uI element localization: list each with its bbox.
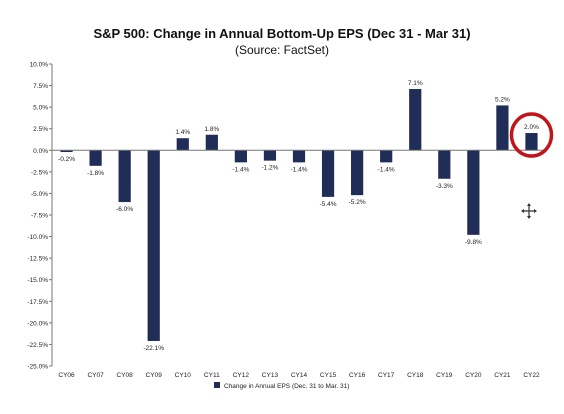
x-tick-label: CY16 [349,372,366,379]
highlight-group [509,112,554,158]
x-tick-label: CY21 [494,372,511,379]
x-tick-label: CY20 [465,372,482,379]
data-label: -1.2% [261,165,278,172]
bar-cy14 [292,150,306,163]
bar-cy07 [89,150,102,166]
y-tick-label: -15.0% [27,277,48,284]
legend-label: Change in Annual EPS (Dec. 31 to Mar. 31… [224,383,349,390]
data-label: -22.1% [143,345,164,352]
x-tick-label: CY12 [233,372,250,379]
chart-title: S&P 500: Change in Annual Bottom-Up EPS … [93,26,471,41]
data-label: -5.2% [349,199,366,206]
bar-cy18 [409,89,422,151]
y-tick-label: 7.5% [33,83,48,90]
chart-subtitle: (Source: FactSet) [234,43,330,57]
data-label: -0.2% [58,156,75,163]
y-tick-label: 10.0% [30,62,49,69]
bar-cy08 [118,150,131,203]
y-tick-label: -12.5% [27,256,48,263]
y-tick-label: -17.5% [27,299,48,306]
x-tick-label: CY07 [87,372,104,379]
data-label: 7.1% [408,80,423,87]
x-tick-label: CY06 [58,372,75,379]
x-tick-label: CY08 [117,372,134,379]
y-axis: 10.0% 7.5% 5.0% 2.5% 0.0% -2.5% -5.0% -7.5% -10.… [27,62,53,371]
y-tick-label: -25.0% [27,364,48,371]
x-tick-label: CY22 [523,372,540,379]
y-tick-label: -2.5% [31,169,48,176]
y-tick-label: 2.5% [33,126,48,133]
x-tick-label: CY10 [175,372,192,379]
x-tick-label: CY11 [204,372,220,379]
bar-cy19 [438,150,451,179]
data-label-group: -0.2% -1.8% -6.0% -22.1% 1.4% 1.8% -1.4% -1.2% -… [58,80,539,352]
data-label: -3.3% [436,183,453,190]
x-axis: CY06 CY07 CY08 CY09 CY10 CY11 CY12 CY13 CY14 CY15… [52,149,546,379]
y-tick-label: -20.0% [27,320,48,327]
x-tick-label: CY18 [407,372,424,379]
bar-cy15 [321,150,335,197]
y-tick-label: -10.0% [27,234,48,241]
data-label: 1.4% [175,129,190,136]
data-label: -1.8% [87,170,104,177]
y-tick-label: 5.0% [33,105,48,112]
legend: Change in Annual EPS (Dec. 31 to Mar. 31… [214,382,349,390]
bar-cy21 [496,105,509,151]
data-label: 1.8% [204,126,219,133]
data-label: -1.4% [291,166,308,173]
bar-cy16 [351,150,364,196]
highlight-circle [509,112,554,158]
x-tick-label: CY14 [291,372,308,379]
data-label: -9.8% [465,239,482,246]
x-tick-label: CY09 [146,372,163,379]
x-tick-label: CY13 [262,372,279,379]
data-label: -5.4% [320,201,337,208]
bar-group [60,89,538,341]
bar-cy11 [205,134,218,151]
legend-swatch [214,382,220,388]
bar-cy22 [525,133,538,151]
bar-cy06 [60,150,73,153]
y-tick-label: -7.5% [31,213,48,220]
data-label: -6.0% [116,206,133,213]
y-tick-label: 0.0% [33,148,48,155]
bar-cy17 [380,150,393,163]
x-tick-label: CY19 [436,372,453,379]
bar-cy10 [176,138,189,151]
bar-cy12 [234,150,247,163]
x-tick-label: CY15 [320,372,337,379]
data-label: -1.4% [232,166,249,173]
bar-cy13 [263,150,277,161]
x-tick-label: CY17 [378,372,395,379]
data-label: -1.4% [378,166,395,173]
y-tick-label: -5.0% [31,191,48,198]
data-label: 2.0% [524,124,539,131]
move-cursor-icon [521,203,537,219]
bar-cy09 [147,150,160,341]
data-label: 5.2% [495,96,510,103]
y-tick-label: -22.5% [27,342,48,349]
bar-cy20 [467,150,480,235]
